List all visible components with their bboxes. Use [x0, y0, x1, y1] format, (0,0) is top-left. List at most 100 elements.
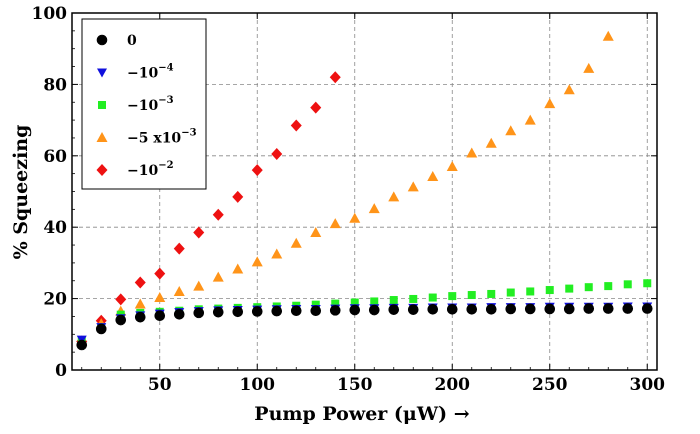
legend-label: −10−2 — [127, 160, 174, 179]
data-point-square — [487, 289, 496, 298]
data-point-circle — [388, 304, 400, 315]
data-point-triangle-up — [388, 191, 400, 202]
data-point-square — [409, 294, 418, 303]
data-point-diamond — [232, 190, 244, 203]
legend-label-exponent: −3 — [158, 95, 173, 106]
data-point-diamond — [290, 119, 302, 132]
data-point-circle — [641, 303, 653, 314]
y-axis-label: % Squeezing — [10, 125, 32, 260]
data-point-square — [623, 280, 632, 289]
data-point-triangle-up — [466, 147, 478, 158]
data-point-square — [643, 279, 652, 288]
data-point-diamond — [329, 71, 341, 84]
data-point-circle — [193, 307, 205, 319]
legend-label-main: −5 x10 — [127, 131, 181, 147]
data-point-triangle-up — [329, 218, 341, 229]
x-tick-label: 50 — [148, 375, 172, 395]
legend-label-main: −10 — [127, 66, 158, 82]
data-point-square — [584, 283, 593, 292]
data-point-triangle-up — [544, 98, 556, 109]
data-point-triangle-up — [368, 203, 380, 214]
data-point-circle — [622, 303, 634, 314]
data-point-diamond — [173, 242, 185, 255]
data-point-square — [331, 299, 340, 308]
data-point-square — [350, 298, 359, 307]
data-point-diamond — [134, 276, 146, 289]
data-point-diamond — [271, 148, 283, 161]
y-tick-label: 0 — [55, 361, 67, 381]
data-point-diamond — [154, 267, 166, 280]
data-point-triangle-up — [310, 227, 322, 238]
data-point-diamond — [310, 101, 322, 114]
data-point-circle — [563, 303, 575, 315]
data-point-circle — [310, 305, 322, 317]
data-point-circle — [212, 306, 224, 318]
data-point-circle — [134, 311, 146, 323]
data-point-circle — [583, 303, 595, 314]
data-point-circle — [173, 309, 185, 320]
data-point-triangle-up — [407, 181, 419, 192]
data-point-circle — [329, 305, 341, 316]
data-points — [76, 30, 653, 351]
data-point-triangle-up — [602, 30, 614, 41]
legend-marker-square — [98, 101, 106, 109]
x-tick-label: 200 — [435, 375, 471, 395]
data-point-triangle-up — [271, 248, 283, 259]
legend-marker-triangle-down — [97, 68, 107, 78]
data-point-triangle-up — [563, 84, 575, 95]
axis-ticks: 50 100 150 200 250 300 0 20 40 60 80 100 — [32, 4, 666, 395]
x-tick-label: 250 — [532, 375, 568, 395]
data-point-square — [526, 287, 535, 296]
data-point-circle — [602, 303, 614, 314]
legend-label: −10−4 — [127, 63, 174, 82]
data-point-circle — [446, 304, 458, 315]
y-tick-label: 80 — [43, 75, 67, 95]
data-point-diamond — [193, 226, 205, 239]
data-point-triangle-up — [349, 212, 361, 223]
data-point-square — [311, 300, 320, 309]
data-point-diamond — [212, 208, 224, 221]
data-point-circle — [349, 304, 361, 316]
data-point-square — [428, 293, 437, 302]
data-point-square — [389, 296, 398, 305]
data-point-square — [506, 288, 515, 297]
data-point-diamond — [251, 164, 263, 177]
y-tick-label: 40 — [43, 218, 67, 238]
data-point-square — [467, 291, 476, 300]
data-point-triangle-up — [232, 263, 244, 274]
data-point-triangle-up — [134, 298, 146, 309]
data-point-triangle-up — [485, 137, 497, 148]
data-point-triangle-up — [251, 256, 263, 267]
legend-marker-diamond — [96, 164, 108, 176]
data-point-square — [448, 292, 457, 301]
data-point-square — [604, 282, 613, 291]
data-point-square — [545, 286, 554, 295]
data-point-triangle-up — [524, 114, 536, 125]
data-point-circle — [154, 310, 166, 322]
data-point-circle — [485, 304, 497, 315]
y-tick-label: 100 — [32, 4, 68, 24]
data-point-square — [370, 297, 379, 306]
data-point-circle — [95, 323, 107, 335]
data-point-triangle-up — [505, 125, 517, 136]
legend: 0−10−4−10−3−5 x10−3−10−2 — [81, 18, 207, 190]
data-point-triangle-up — [446, 161, 458, 172]
data-point-triangle-up — [583, 62, 595, 73]
data-point-circle — [524, 303, 536, 315]
legend-label-main: −10 — [127, 98, 158, 114]
data-point-circle — [251, 306, 263, 317]
data-point-triangle-up — [427, 171, 439, 182]
data-point-square — [565, 284, 574, 293]
legend-marker-circle — [96, 34, 108, 46]
data-point-triangle-up — [193, 280, 205, 291]
data-point-circle — [232, 306, 244, 318]
x-tick-label: 300 — [630, 375, 666, 395]
data-point-diamond — [115, 293, 127, 306]
legend-label: −5 x10−3 — [127, 128, 197, 147]
data-point-circle — [271, 305, 283, 317]
x-tick-label: 150 — [337, 375, 373, 395]
data-point-circle — [290, 305, 302, 317]
legend-label-exponent: −2 — [158, 160, 173, 171]
x-axis-label: Pump Power (μW) → — [254, 403, 469, 425]
